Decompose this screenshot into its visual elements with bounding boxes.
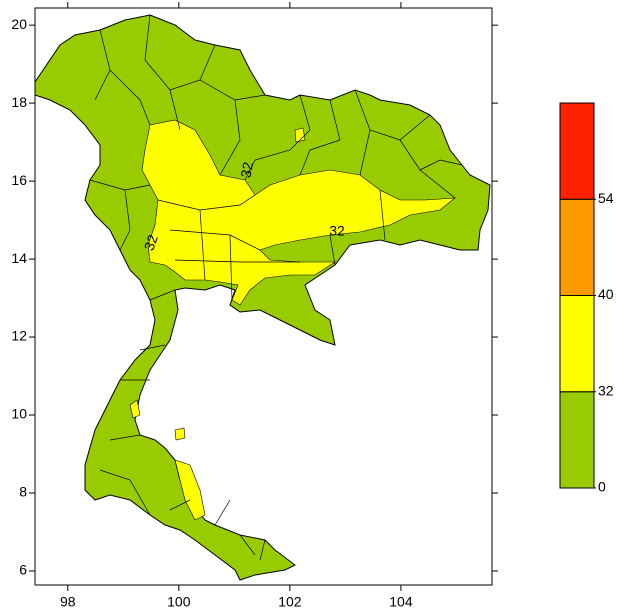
y-tick-label: 16 — [11, 172, 27, 188]
x-tick-label: 102 — [278, 594, 302, 610]
colorbar-label: 40 — [598, 286, 614, 302]
colorbar-segment — [559, 295, 595, 393]
plot-frame — [34, 7, 493, 586]
x-tick-label: 100 — [167, 594, 191, 610]
colorbar-label: 0 — [598, 479, 606, 495]
y-tick-label: 8 — [19, 484, 27, 500]
x-tick-label: 104 — [389, 594, 413, 610]
x-tick-label: 98 — [60, 594, 76, 610]
y-tick-label: 20 — [11, 16, 27, 32]
y-tick-label: 12 — [11, 328, 27, 344]
y-tick-label: 10 — [11, 406, 27, 422]
warm-zone — [129, 127, 306, 441]
colorbar-label: 32 — [598, 382, 614, 398]
y-tick-label: 14 — [11, 250, 27, 266]
colorbar-label: 54 — [598, 190, 614, 206]
contour-label: 32 — [329, 223, 345, 239]
country-shape — [34, 14, 491, 581]
land — [34, 14, 491, 581]
warm-zone — [141, 119, 456, 306]
province-borders — [89, 14, 463, 561]
colorbar-segment — [559, 391, 595, 489]
warm-zone — [174, 459, 206, 521]
colorbar-segment — [559, 198, 595, 296]
colorbar-segment — [559, 102, 595, 200]
y-tick-label: 6 — [19, 562, 27, 578]
contour-label: 32 — [237, 161, 255, 179]
contour-label: 32 — [141, 232, 161, 252]
y-tick-label: 18 — [11, 94, 27, 110]
